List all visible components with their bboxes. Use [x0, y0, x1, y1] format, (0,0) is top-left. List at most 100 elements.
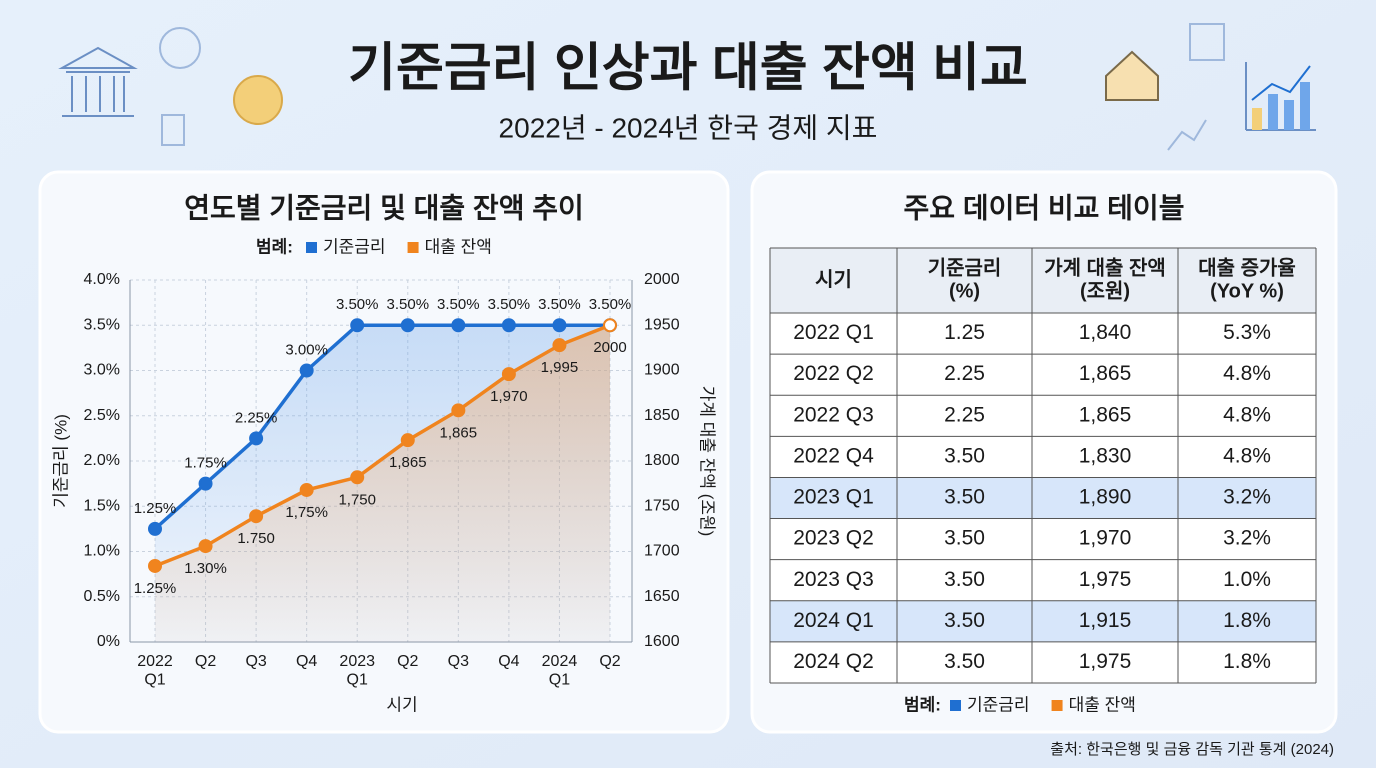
y2-tick-label: 1700 — [644, 543, 680, 560]
x-tick-label: 2023 Q1 — [339, 653, 375, 688]
y2-tick-label: 1950 — [644, 316, 680, 333]
data-point — [299, 482, 314, 497]
table-header-cell: 시기 — [815, 268, 852, 291]
point-note: 1,750 — [338, 491, 376, 508]
x-tick-label: 2022 Q1 — [137, 653, 173, 688]
data-point — [249, 509, 264, 524]
value-label: 3.00% — [285, 341, 328, 358]
value-label: 1.25% — [134, 500, 177, 517]
table-row-bg — [770, 518, 1316, 560]
table-row-bg — [770, 313, 1316, 355]
table-cell: 1.8% — [1223, 650, 1271, 673]
point-note: 1,995 — [541, 359, 579, 376]
table-row-highlight — [770, 477, 1316, 519]
point-note: 1,970 — [490, 388, 528, 405]
table-cell: 1,865 — [1079, 362, 1132, 385]
value-label: 1.75% — [184, 455, 227, 472]
x-tick-label: Q3 — [245, 653, 266, 670]
data-point — [451, 318, 466, 333]
data-point — [148, 558, 162, 573]
table-row-bg — [770, 395, 1316, 437]
table-cell: 2022 Q3 — [793, 403, 874, 426]
table-cell: 1,975 — [1079, 650, 1132, 673]
legend-entry: 대출 잔액 — [425, 237, 492, 256]
table-cell: 5.3% — [1223, 321, 1271, 344]
table-cell: 3.2% — [1223, 527, 1271, 550]
table-header-cell: 대출 증가율 (YoY %) — [1198, 257, 1296, 303]
table-cell: 1,890 — [1079, 486, 1132, 509]
x-tick-label: Q2 — [195, 653, 216, 670]
data-point — [501, 318, 516, 333]
legend-swatch — [1051, 700, 1063, 711]
table-cell: 4.8% — [1223, 403, 1271, 426]
y2-tick-label: 2000 — [644, 271, 680, 288]
value-label: 3.50% — [589, 296, 632, 313]
y-tick-label: 4.0% — [84, 271, 120, 288]
table-cell: 1.8% — [1223, 609, 1271, 632]
point-note: 1.30% — [184, 560, 227, 577]
table-cell: 2024 Q2 — [793, 650, 874, 673]
x-tick-label: Q4 — [498, 653, 519, 670]
data-point — [552, 338, 567, 353]
legend-label: 범례: — [256, 237, 293, 256]
x-tick-label: Q2 — [599, 653, 620, 670]
legend-swatch — [306, 242, 317, 253]
y-tick-label: 1.5% — [84, 497, 120, 514]
table-cell: 3.50 — [944, 650, 985, 673]
table-cell: 3.50 — [944, 444, 985, 467]
table-cell: 3.2% — [1223, 486, 1271, 509]
y-tick-label: 1.0% — [84, 543, 120, 560]
value-label: 3.50% — [387, 296, 430, 313]
point-note: 1,75% — [285, 504, 328, 521]
table-cell: 1,975 — [1079, 568, 1132, 591]
series-line — [154, 323, 611, 568]
y2-tick-label: 1850 — [644, 407, 680, 424]
table-cell: 1.25 — [944, 321, 985, 344]
table-cell: 1,830 — [1079, 444, 1132, 467]
data-point — [603, 318, 617, 333]
y2-tick-label: 1650 — [644, 588, 680, 605]
data-point — [148, 521, 162, 536]
data-point — [400, 318, 415, 333]
chart: 범례: 기준금리 대출 잔액 0% 0.5% 1.0% 1.5% 2.0% 2.5% 3.0% 3.… — [51, 237, 716, 714]
table: 시기 기준금리 (%) 가계 대출 잔액 (조원) 대출 증가율 (YoY %) 2022 Q… — [769, 247, 1317, 714]
point-note: 1.25% — [134, 580, 177, 597]
data-point — [501, 367, 516, 382]
table-cell: 2023 Q2 — [793, 527, 874, 550]
table-cell: 1,970 — [1079, 527, 1132, 550]
table-cell: 2023 Q1 — [793, 486, 874, 509]
legend-swatch — [950, 700, 961, 711]
y2-tick-label: 1600 — [644, 633, 680, 650]
series-area — [155, 325, 610, 642]
table-cell: 3.50 — [944, 527, 985, 550]
point-note: 2000 — [593, 339, 626, 356]
table-cell: 3.50 — [944, 609, 985, 632]
y-tick-label: 2.5% — [84, 407, 120, 424]
table-title: 주요 데이터 비교 테이블 — [904, 192, 1185, 223]
legend-swatch — [407, 242, 419, 253]
decor-icons — [58, 23, 1316, 151]
data-point — [350, 318, 365, 333]
data-point — [400, 433, 415, 448]
point-note: 1,865 — [389, 454, 427, 471]
x-axis-title: 시기 — [386, 695, 417, 714]
value-label: 3.50% — [488, 296, 531, 313]
table-cell: 2022 Q4 — [793, 444, 874, 467]
data-point — [249, 431, 264, 446]
series-line — [153, 323, 610, 531]
table-cell: 2022 Q1 — [793, 321, 874, 344]
y-axis-title: 기준금리 (%) — [51, 414, 70, 508]
page-title: 기준금리 인상과 대출 잔액 비교 — [348, 40, 1028, 98]
table-cell: 2023 Q3 — [793, 568, 874, 591]
data-point — [451, 403, 466, 418]
y-tick-label: 0.5% — [84, 588, 120, 605]
source-note: 출처: 한국은행 및 금융 감독 기관 통계 (2024) — [1050, 741, 1334, 758]
x-tick-label: Q2 — [397, 653, 418, 670]
table-cell: 1,865 — [1079, 403, 1132, 426]
value-label: 3.50% — [336, 296, 379, 313]
value-label: 2.25% — [235, 409, 278, 426]
page-subtitle: 2022년 - 2024년 한국 경제 지표 — [499, 112, 878, 143]
table-row-bg — [770, 354, 1316, 396]
table-cell: 4.8% — [1223, 362, 1271, 385]
